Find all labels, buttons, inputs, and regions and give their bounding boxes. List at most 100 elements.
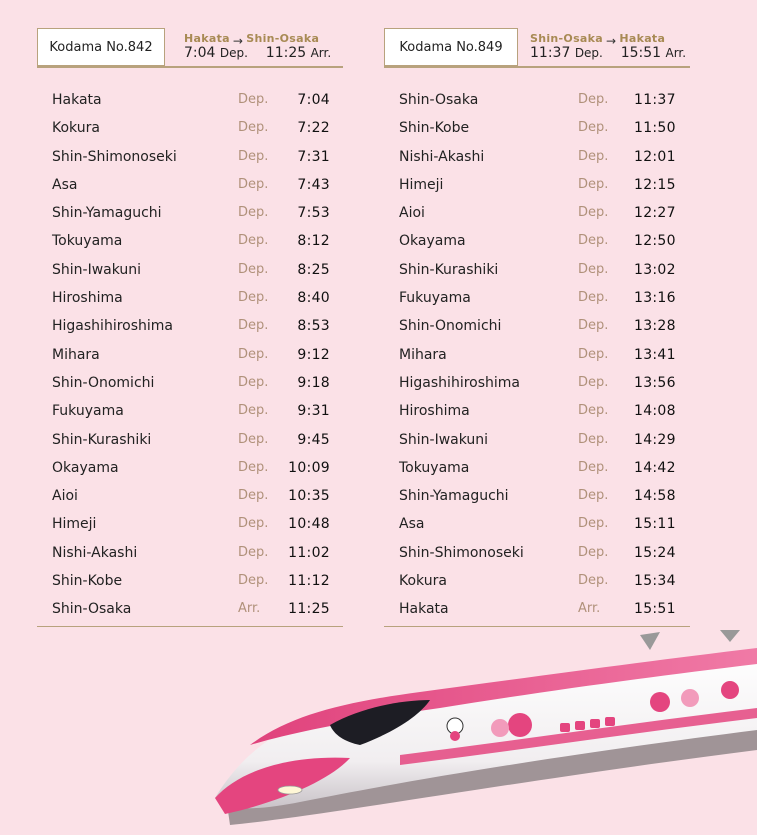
stop-time: 11:37: [634, 92, 676, 108]
stop-row: Shin-Kobe Dep. 11:12: [37, 567, 343, 595]
stop-row: Tokuyama Dep. 14:42: [384, 454, 690, 482]
station-name: Hakata: [52, 92, 102, 108]
stop-row: Asa Dep. 15:11: [384, 510, 690, 538]
route-summary: Hakata → Shin-Osaka 7:04 Dep. 11:25 Arr.: [184, 31, 331, 61]
stop-row: Shin-Osaka Arr. 11:25: [37, 595, 343, 623]
dep-arr-label: Dep.: [578, 120, 609, 136]
station-name: Nishi-Akashi: [399, 148, 485, 165]
dep-arr-label: Dep.: [238, 290, 269, 306]
dep-arr-label: Dep.: [578, 176, 609, 192]
stop-row: Okayama Dep. 12:50: [384, 227, 690, 255]
stop-list: Shin-Osaka Dep. 11:37 Shin-Kobe Dep. 11:50 Nis…: [384, 86, 690, 624]
dep-arr-label: Dep.: [238, 516, 269, 532]
station-name: Fukuyama: [52, 403, 124, 420]
station-name: Shin-Kobe: [399, 120, 470, 137]
timetable-header: Kodama No.849 Shin-Osaka → Hakata 11:37 …: [384, 28, 690, 70]
station-name: Shin-Onomichi: [399, 318, 502, 335]
dep-arr-label: Dep.: [578, 488, 609, 504]
stop-time: 11:12: [288, 573, 330, 590]
station-name: Shin-Shimonoseki: [52, 148, 177, 165]
stop-row: Kokura Dep. 7:22: [37, 114, 343, 142]
train-name-label: Kodama No.849: [384, 28, 518, 66]
station-name: Shin-Kurashiki: [399, 261, 499, 278]
route-to: Shin-Osaka: [246, 32, 320, 45]
stop-list: Hakata Dep. 7:04 Kokura Dep. 7:22 Shin-Shimono…: [37, 86, 343, 624]
stop-row: Tokuyama Dep. 8:12: [37, 227, 343, 255]
dep-arr-label: Dep.: [238, 233, 269, 249]
station-name: Tokuyama: [399, 459, 470, 476]
header-divider: [37, 66, 343, 68]
station-name: Hakata: [399, 601, 449, 618]
stop-row: Aioi Dep. 12:27: [384, 199, 690, 227]
stop-time: 7:04: [297, 92, 330, 108]
station-name: Mihara: [52, 346, 100, 363]
dep-arr-label: Dep.: [238, 488, 269, 504]
stop-time: 13:41: [634, 346, 676, 363]
dep-arr-label: Dep.: [238, 120, 269, 136]
dep-arr-label: Dep.: [578, 516, 609, 532]
route-from: Shin-Osaka: [530, 32, 603, 45]
route-arr-time: 15:51: [620, 45, 662, 61]
timetable-kodama-849: Kodama No.849 Shin-Osaka → Hakata 11:37 …: [384, 28, 690, 628]
station-name: Shin-Onomichi: [52, 374, 155, 391]
stop-row: Nishi-Akashi Dep. 12:01: [384, 143, 690, 171]
stop-row: Mihara Dep. 9:12: [37, 341, 343, 369]
dep-arr-label: Dep.: [238, 92, 269, 107]
stop-row: Nishi-Akashi Dep. 11:02: [37, 539, 343, 567]
route-dep-time: 7:04: [184, 45, 216, 61]
dep-arr-label: Dep.: [238, 403, 269, 419]
stop-row: Higashihiroshima Dep. 13:56: [384, 369, 690, 397]
stop-time: 13:56: [634, 374, 676, 391]
station-name: Shin-Osaka: [52, 601, 132, 618]
stop-row: Shin-Onomichi Dep. 13:28: [384, 312, 690, 340]
stop-time: 15:24: [634, 544, 676, 561]
stop-time: 14:29: [634, 431, 676, 448]
dep-arr-label: Dep.: [238, 148, 269, 164]
stop-time: 7:22: [297, 120, 330, 137]
stop-row: Aioi Dep. 10:35: [37, 482, 343, 510]
stop-row: Shin-Yamaguchi Dep. 7:53: [37, 199, 343, 227]
stop-row: Higashihiroshima Dep. 8:53: [37, 312, 343, 340]
dep-arr-label: Dep.: [578, 205, 609, 221]
route-dep-time: 11:37: [530, 45, 571, 61]
dep-arr-label: Arr.: [578, 601, 601, 617]
station-name: Aioi: [399, 205, 425, 222]
dep-arr-label: Dep.: [238, 318, 269, 334]
dep-arr-label: Dep.: [578, 148, 609, 164]
dep-arr-label: Dep.: [578, 318, 609, 334]
stop-time: 13:02: [634, 261, 676, 278]
route-summary: Shin-Osaka → Hakata 11:37 Dep. 15:51 Arr…: [530, 31, 686, 61]
station-name: Shin-Iwakuni: [52, 261, 142, 278]
timetable-kodama-842: Kodama No.842 Hakata → Shin-Osaka 7:04 D…: [37, 28, 343, 628]
station-name: Higashihiroshima: [52, 318, 173, 335]
stop-time: 15:11: [634, 516, 676, 533]
stop-row: Fukuyama Dep. 13:16: [384, 284, 690, 312]
dep-arr-label: Dep.: [238, 573, 269, 589]
stop-row: Himeji Dep. 10:48: [37, 510, 343, 538]
station-name: Asa: [399, 516, 425, 533]
stop-row: Shin-Shimonoseki Dep. 15:24: [384, 539, 690, 567]
station-name: Shin-Yamaguchi: [52, 205, 162, 222]
dep-arr-label: Dep.: [578, 573, 609, 589]
dep-arr-label: Dep.: [578, 459, 609, 475]
dep-arr-label: Dep.: [578, 233, 609, 249]
dep-arr-label: Dep.: [238, 176, 269, 192]
stop-row: Shin-Yamaguchi Dep. 14:58: [384, 482, 690, 510]
stop-row: Hiroshima Dep. 8:40: [37, 284, 343, 312]
stop-time: 10:35: [288, 488, 330, 505]
stop-time: 12:01: [634, 148, 676, 165]
station-name: Shin-Kobe: [52, 573, 123, 590]
station-name: Mihara: [399, 346, 447, 363]
station-name: Shin-Kurashiki: [52, 431, 152, 448]
stop-time: 8:53: [297, 318, 330, 335]
stop-row: Shin-Kurashiki Dep. 9:45: [37, 426, 343, 454]
stop-time: 10:48: [288, 516, 330, 533]
stop-row: Shin-Iwakuni Dep. 14:29: [384, 426, 690, 454]
stop-time: 9:12: [297, 346, 330, 363]
stop-time: 11:50: [634, 120, 676, 137]
footer-divider: [37, 625, 343, 628]
stop-time: 9:31: [297, 403, 330, 420]
dep-arr-label: Dep.: [238, 346, 269, 362]
route-arr-label: Arr.: [310, 46, 332, 60]
dep-arr-label: Dep.: [578, 290, 609, 306]
